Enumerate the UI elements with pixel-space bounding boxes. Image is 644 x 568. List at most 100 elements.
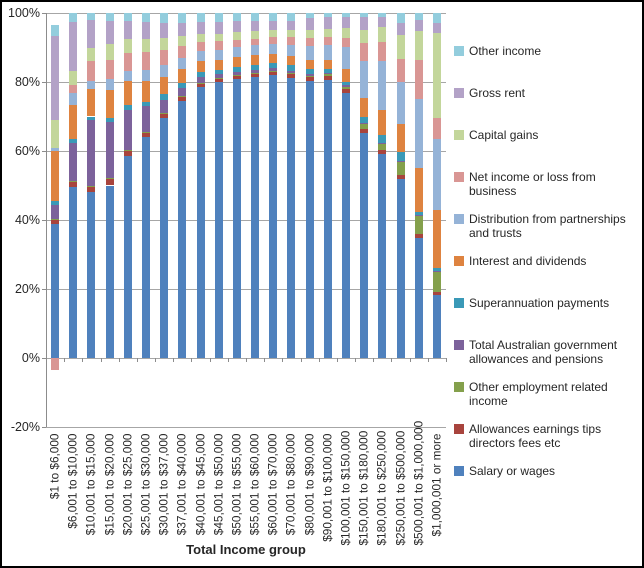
bar-segment-gross-rent (251, 20, 260, 32)
y-tick-mark (42, 151, 46, 152)
bar-segment-other-employment-related-income (342, 86, 350, 90)
bar-segment-gross-rent (51, 35, 60, 120)
legend-item-superannuation-payments: Superannuation payments (454, 296, 642, 338)
bar-segment-net-income-or-loss-from-business (287, 37, 296, 45)
x-category-label: $500,001 to $1,000,000 (411, 420, 426, 546)
y-tick-label: -20% (10, 420, 40, 434)
bar-segment-distribution-from-partnerships-and-trusts (305, 46, 314, 60)
bar-segment-gross-rent (323, 17, 332, 29)
bar-segment-total-australian-government-allowances-and-pensions (287, 70, 296, 74)
bar-segment-other-employment-related-income (87, 186, 96, 188)
bar-segment-gross-rent (432, 23, 441, 33)
bar-segment-total-australian-government-allowances-and-pensions (432, 270, 441, 272)
bar-segment-salary-or-wages (287, 77, 296, 358)
bar-segment-other-employment-related-income (142, 132, 150, 134)
bar-segment-distribution-from-partnerships-and-trusts (323, 45, 332, 60)
bar-segment-salary-or-wages (360, 133, 369, 358)
legend-swatch-icon (454, 46, 464, 56)
bar-segment-interest-and-dividends (269, 53, 278, 64)
bar-segment-net-income-or-loss-from-business (360, 42, 369, 61)
gridline-40 (46, 219, 446, 221)
bar-segment-superannuation-payments (432, 268, 441, 271)
bar-segment-superannuation-payments (214, 69, 223, 75)
x-category-label: $40,001 to $45,000 (193, 433, 208, 536)
y-tick-mark (42, 358, 46, 359)
bar-segment-capital-gains (142, 38, 150, 52)
bar-segment-distribution-from-partnerships-and-trusts (432, 138, 441, 210)
bar-segment-allowances-earnings-tips-directors-fees-etc (105, 178, 114, 186)
y-tick-mark (42, 82, 46, 83)
bar-segment-other-employment-related-income (323, 74, 332, 77)
bar-segment-capital-gains (51, 119, 60, 148)
bar-segment-interest-and-dividends (287, 56, 296, 66)
bar-segment-interest-and-dividends (305, 59, 314, 70)
bar-segment-interest-and-dividends (251, 55, 260, 65)
legend-label: Superannuation payments (469, 296, 610, 310)
bar-segment-other-income (160, 13, 169, 24)
bar-segment-capital-gains (160, 38, 169, 50)
x-category-label: $20,001 to $25,000 (120, 433, 135, 536)
category-tick-mark (64, 358, 66, 362)
legend-label: Allowances earnings tips directors fees … (469, 422, 602, 450)
bar-segment-distribution-from-partnerships-and-trusts (142, 70, 150, 81)
bar-segment-other-employment-related-income (414, 215, 423, 235)
bar-segment-capital-gains (214, 33, 223, 42)
bar-segment-total-australian-government-allowances-and-pensions (196, 77, 205, 83)
bar-segment-interest-and-dividends (178, 68, 187, 83)
bar-segment-capital-gains (323, 28, 332, 37)
category-tick-mark (318, 358, 320, 362)
bar-segment-allowances-earnings-tips-directors-fees-etc (396, 174, 405, 179)
bar-segment-distribution-from-partnerships-and-trusts (396, 82, 405, 125)
bar-segment-superannuation-payments (69, 139, 78, 143)
category-tick-mark (136, 358, 138, 362)
bar-segment-superannuation-payments (196, 72, 205, 78)
plot-area (46, 12, 446, 428)
bar-segment-interest-and-dividends (342, 68, 350, 82)
bar-segment-other-employment-related-income (232, 75, 241, 77)
gridline-100 (46, 12, 446, 14)
bar-segment-capital-gains (196, 34, 205, 42)
bar-segment-salary-or-wages (105, 185, 114, 358)
bar-segment-total-australian-government-allowances-and-pensions (323, 72, 332, 75)
category-tick-mark (427, 358, 429, 362)
legend-swatch-icon (454, 88, 464, 98)
y-axis-line (46, 13, 47, 427)
bar-segment-gross-rent (269, 20, 278, 30)
category-tick-mark (446, 358, 447, 362)
bar-segment-salary-or-wages (196, 87, 205, 358)
bar-segment-allowances-earnings-tips-directors-fees-etc (142, 133, 150, 138)
legend-item-total-australian-government-allowances-and-pensions: Total Australian government allowances a… (454, 338, 642, 380)
gridline-60 (46, 150, 446, 152)
bar-segment-capital-gains (396, 35, 405, 60)
legend-swatch-icon (454, 466, 464, 476)
legend-label: Net income or loss from business (469, 170, 596, 198)
bar-segment-capital-gains (305, 29, 314, 38)
bar-segment-total-australian-government-allowances-and-pensions (123, 109, 132, 150)
bar-segment-allowances-earnings-tips-directors-fees-etc (414, 234, 423, 239)
bar-segment-other-income (360, 13, 369, 17)
bar-segment-total-australian-government-allowances-and-pensions (69, 142, 78, 182)
bar-segment-allowances-earnings-tips-directors-fees-etc (323, 76, 332, 80)
bar-segment-distribution-from-partnerships-and-trusts (414, 98, 423, 169)
x-category-label: $150,001 to $180,000 (356, 430, 371, 546)
bar-segment-distribution-from-partnerships-and-trusts (287, 44, 296, 57)
bar-segment-other-income (342, 13, 350, 18)
bar-segment-other-income (142, 13, 150, 22)
bar-segment-superannuation-payments (105, 117, 114, 123)
bar-segment-net-income-or-loss-from-business (269, 36, 278, 44)
y-tick-mark (42, 427, 46, 428)
bar-segment-distribution-from-partnerships-and-trusts (123, 70, 132, 82)
bar-segment-total-australian-government-allowances-and-pensions (360, 123, 369, 125)
bar-segment-net-income-or-loss-from-business (160, 49, 169, 66)
x-category-label: $90,001 to $100,000 (320, 433, 335, 542)
bar-segment-interest-and-dividends (142, 80, 150, 102)
bar-segment-net-income-or-loss-from-business (214, 41, 223, 50)
bar-segment-total-australian-government-allowances-and-pensions (160, 100, 169, 114)
legend-label: Interest and dividends (469, 254, 587, 268)
bar-segment-distribution-from-partnerships-and-trusts (360, 60, 369, 98)
bar-segment-salary-or-wages (378, 154, 387, 358)
bar-segment-other-income (232, 13, 241, 22)
bar-segment-other-income (323, 13, 332, 18)
bar-segment-interest-and-dividends (378, 109, 387, 136)
